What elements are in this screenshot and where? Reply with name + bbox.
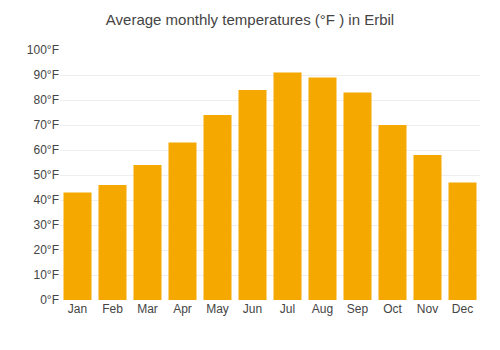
svg-text:Aug: Aug bbox=[312, 302, 333, 316]
svg-text:80°F: 80°F bbox=[34, 93, 59, 107]
svg-text:Average monthly temperatures (: Average monthly temperatures (°F ) in Er… bbox=[106, 11, 394, 28]
svg-text:Nov: Nov bbox=[417, 302, 438, 316]
svg-text:Oct: Oct bbox=[383, 302, 402, 316]
svg-text:Dec: Dec bbox=[452, 302, 473, 316]
svg-text:70°F: 70°F bbox=[34, 118, 59, 132]
svg-text:10°F: 10°F bbox=[34, 268, 59, 282]
svg-text:Jun: Jun bbox=[243, 302, 262, 316]
svg-text:Mar: Mar bbox=[137, 302, 158, 316]
svg-text:20°F: 20°F bbox=[34, 243, 59, 257]
svg-text:Jan: Jan bbox=[68, 302, 87, 316]
svg-text:0°F: 0°F bbox=[40, 293, 59, 307]
svg-text:Feb: Feb bbox=[102, 302, 123, 316]
svg-text:May: May bbox=[206, 302, 229, 316]
svg-text:Apr: Apr bbox=[173, 302, 192, 316]
svg-text:Sep: Sep bbox=[347, 302, 369, 316]
svg-text:40°F: 40°F bbox=[34, 193, 59, 207]
svg-text:90°F: 90°F bbox=[34, 68, 59, 82]
svg-text:60°F: 60°F bbox=[34, 143, 59, 157]
svg-text:50°F: 50°F bbox=[34, 168, 59, 182]
svg-text:100°F: 100°F bbox=[27, 43, 59, 57]
svg-text:30°F: 30°F bbox=[34, 218, 59, 232]
svg-text:Jul: Jul bbox=[280, 302, 295, 316]
